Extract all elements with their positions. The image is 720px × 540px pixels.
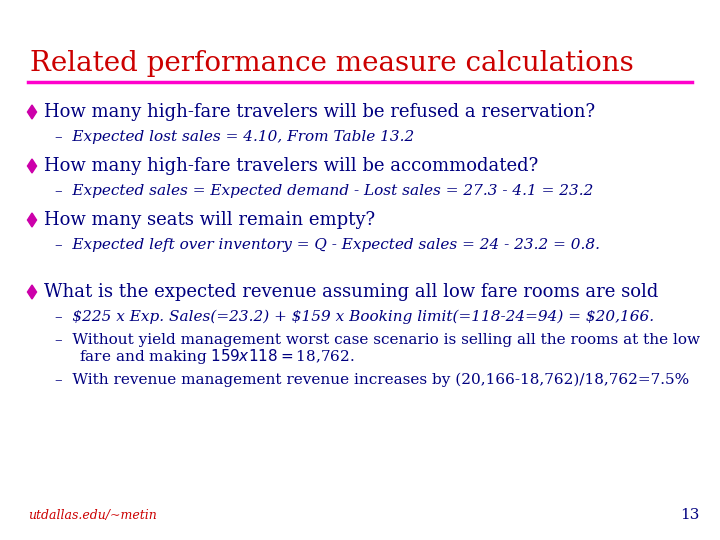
Polygon shape: [27, 159, 37, 173]
Text: How many seats will remain empty?: How many seats will remain empty?: [44, 211, 375, 229]
Polygon shape: [27, 285, 37, 299]
Text: What is the expected revenue assuming all low fare rooms are sold: What is the expected revenue assuming al…: [44, 283, 658, 301]
Text: utdallas.edu/~metin: utdallas.edu/~metin: [28, 509, 157, 522]
Text: 13: 13: [680, 508, 700, 522]
Text: –  Without yield management worst case scenario is selling all the rooms at the : – Without yield management worst case sc…: [55, 333, 700, 347]
Text: How many high-fare travelers will be accommodated?: How many high-fare travelers will be acc…: [44, 157, 539, 175]
Text: –  Expected left over inventory = Q - Expected sales = 24 - 23.2 = 0.8.: – Expected left over inventory = Q - Exp…: [55, 238, 600, 252]
Text: fare and making $159 x 118 = $18,762.: fare and making $159 x 118 = $18,762.: [55, 348, 354, 367]
Text: Related performance measure calculations: Related performance measure calculations: [30, 50, 634, 77]
Text: How many high-fare travelers will be refused a reservation?: How many high-fare travelers will be ref…: [44, 103, 595, 121]
Text: –  With revenue management revenue increases by (20,166-18,762)/18,762=7.5%: – With revenue management revenue increa…: [55, 373, 689, 387]
Polygon shape: [27, 213, 37, 227]
Text: –  Expected sales = Expected demand - Lost sales = 27.3 - 4.1 = 23.2: – Expected sales = Expected demand - Los…: [55, 184, 593, 198]
Polygon shape: [27, 105, 37, 119]
Text: –  $225 x Exp. Sales(=23.2) + $159 x Booking limit(=118-24=94) = $20,166.: – $225 x Exp. Sales(=23.2) + $159 x Book…: [55, 310, 654, 324]
Text: –  Expected lost sales = 4.10, From Table 13.2: – Expected lost sales = 4.10, From Table…: [55, 130, 414, 144]
